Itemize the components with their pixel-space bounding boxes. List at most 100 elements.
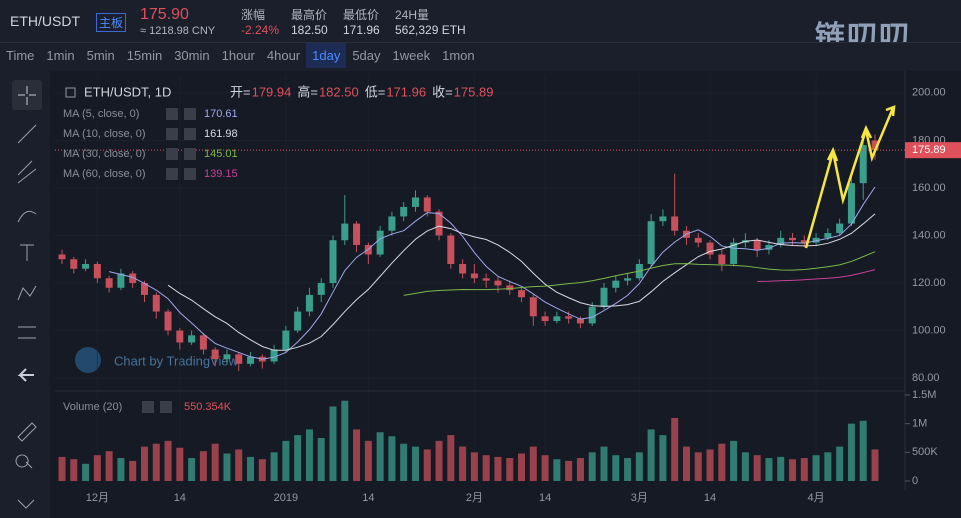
- last-price-box: [905, 142, 961, 159]
- volume-bar: [305, 429, 313, 481]
- icons[interactable]: [15, 422, 37, 509]
- volume-bar: [789, 459, 797, 481]
- candle-body: [565, 316, 573, 319]
- interval-button[interactable]: 5day: [352, 48, 381, 63]
- volume-bar: [470, 452, 478, 481]
- candle-body: [329, 240, 337, 284]
- volume-bar: [176, 447, 184, 481]
- candle-body: [211, 349, 219, 360]
- candle-body: [317, 283, 325, 295]
- volume-bar: [93, 455, 101, 481]
- ma-value: 139.15: [204, 168, 238, 180]
- volume-bar: [258, 459, 266, 481]
- ma-button[interactable]: [184, 108, 196, 120]
- icon: [18, 86, 36, 105]
- candle-body: [624, 278, 632, 281]
- volume-bar: [588, 452, 596, 481]
- sidebar: [0, 71, 50, 518]
- candle-body: [506, 285, 514, 291]
- x-tick-label: 3月: [631, 492, 648, 504]
- candle-body: [423, 197, 431, 212]
- ma-button[interactable]: [166, 128, 178, 140]
- interval-button[interactable]: 1day: [306, 43, 347, 68]
- interval-button[interactable]: 1min: [46, 48, 75, 63]
- volume-bar: [129, 460, 137, 481]
- x-tick-label: 2月: [466, 492, 483, 504]
- tool-cursor[interactable]: [12, 80, 42, 110]
- interval-button[interactable]: 1week: [392, 48, 431, 63]
- volume-bar: [576, 458, 584, 481]
- icons[interactable]: [17, 124, 37, 339]
- v-tick-label: 1.5M: [912, 389, 936, 401]
- volume-bar: [105, 451, 113, 481]
- ma-value: 161.98: [204, 128, 238, 140]
- candle-body: [706, 242, 714, 255]
- volume-bar: [247, 456, 255, 481]
- interval-button[interactable]: 1hour: [221, 48, 255, 63]
- interval-button[interactable]: 1mon: [442, 48, 475, 63]
- volume-button[interactable]: [160, 401, 172, 413]
- y-tick-label: 80.00: [912, 372, 940, 384]
- volume-bar: [800, 458, 808, 481]
- interval-button[interactable]: 30min: [174, 48, 210, 63]
- volume-bar: [341, 400, 349, 481]
- volume-button[interactable]: [142, 401, 154, 413]
- symbol: ETH/USDT: [10, 13, 80, 29]
- interval-button[interactable]: Time: [6, 48, 35, 63]
- volume-bar: [765, 458, 773, 481]
- ma-button[interactable]: [166, 148, 178, 160]
- ohlc-label: 收=: [432, 84, 453, 99]
- interval-button[interactable]: 5min: [86, 48, 115, 63]
- candle-body: [176, 330, 184, 343]
- x-tick-label: 14: [704, 492, 716, 504]
- volume-bar: [459, 446, 467, 481]
- ma-button[interactable]: [184, 168, 196, 180]
- candle-body: [694, 237, 702, 243]
- candle-body: [247, 356, 255, 364]
- candle-body: [765, 244, 773, 250]
- volume-bar: [223, 453, 231, 481]
- volume-bar: [317, 438, 325, 481]
- volume-bar: [199, 451, 207, 481]
- volume-bar: [353, 429, 361, 481]
- candle-body: [223, 354, 231, 360]
- toolbar: Time 1min 5min 15min 30min 1hour 4hour 1day 5day…: [0, 42, 961, 71]
- volume-bar: [836, 446, 844, 481]
- ma-button[interactable]: [166, 168, 178, 180]
- interval-button[interactable]: 4hour: [266, 48, 301, 63]
- ma-button[interactable]: [166, 108, 178, 120]
- candle-body: [341, 223, 349, 241]
- candle-body: [376, 230, 384, 255]
- ohlc-label: 高=: [297, 84, 318, 99]
- candle-body: [600, 287, 608, 307]
- volume-bar: [682, 446, 690, 481]
- candle-body: [671, 216, 679, 231]
- icon[interactable]: [17, 368, 34, 382]
- ma-value: 170.61: [204, 108, 238, 120]
- volume-bar: [753, 455, 761, 481]
- label: 24H量: [395, 8, 430, 22]
- badge[interactable]: 主板: [96, 13, 127, 32]
- ma-button[interactable]: [184, 148, 196, 160]
- candle-body: [152, 294, 160, 312]
- candle-body: [647, 221, 655, 264]
- candle-body: [482, 278, 490, 281]
- volume-bar: [70, 459, 78, 481]
- candle-body: [659, 216, 667, 222]
- volume-bar: [411, 446, 419, 481]
- volume-bar: [164, 440, 172, 481]
- candle-body: [718, 254, 726, 264]
- candle-body: [730, 242, 738, 264]
- volume-bar: [741, 452, 749, 481]
- candle-body: [282, 330, 290, 350]
- ma-line: [167, 213, 876, 351]
- volume-bar: [447, 435, 455, 481]
- volume-bar: [635, 452, 643, 481]
- candle-body: [494, 280, 502, 286]
- x-tick-label: 4月: [808, 492, 825, 504]
- ohlc-label: 低=: [365, 84, 386, 99]
- interval-button[interactable]: 15min: [126, 48, 163, 63]
- y-tick-label: 140.00: [912, 229, 946, 241]
- ma-button[interactable]: [184, 128, 196, 140]
- volume-bar: [82, 463, 90, 481]
